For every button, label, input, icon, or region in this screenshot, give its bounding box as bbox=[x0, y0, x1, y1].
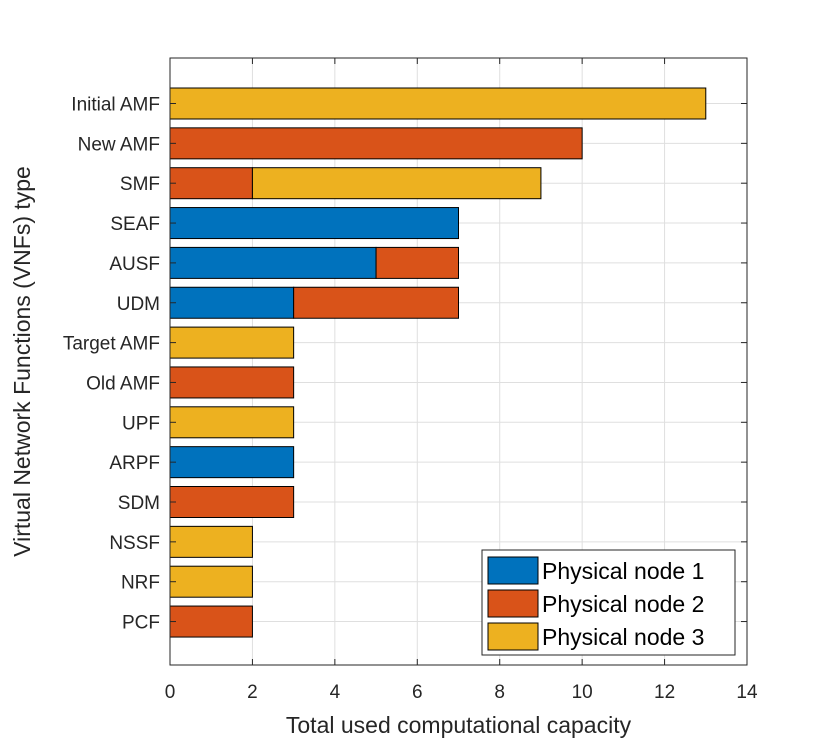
x-tick-label: 14 bbox=[736, 682, 758, 703]
y-tick-label: PCF bbox=[122, 613, 160, 634]
x-tick-label: 6 bbox=[412, 682, 423, 703]
y-tick-label: NRF bbox=[121, 573, 160, 594]
bar-segment bbox=[169, 486, 295, 518]
legend-swatch bbox=[487, 556, 539, 585]
x-tick-label: 4 bbox=[330, 682, 341, 703]
y-tick-label: NSSF bbox=[109, 533, 160, 554]
legend: Physical node 1 Physical node 2 Physical n… bbox=[481, 549, 736, 656]
y-tick-label: ARPF bbox=[109, 453, 160, 474]
bar-segment bbox=[169, 406, 295, 439]
legend-label: Physical node 3 bbox=[542, 624, 704, 650]
y-tick-label: UPF bbox=[122, 413, 160, 434]
bar-segment bbox=[293, 286, 459, 319]
bar-segment bbox=[169, 565, 253, 598]
bar-segment bbox=[169, 87, 707, 120]
bar-segment bbox=[169, 326, 295, 359]
y-tick-label: Initial AMF bbox=[71, 95, 160, 116]
bar-segment bbox=[169, 207, 459, 240]
x-tick-label: 2 bbox=[247, 682, 258, 703]
y-tick-label: SEAF bbox=[110, 214, 160, 235]
y-tick-label: UDM bbox=[117, 294, 160, 315]
legend-swatch bbox=[487, 622, 539, 651]
x-tick-label: 8 bbox=[494, 682, 505, 703]
bars bbox=[169, 87, 707, 638]
x-tick-label: 12 bbox=[654, 682, 675, 703]
bar-segment bbox=[375, 246, 460, 279]
bar-segment bbox=[169, 525, 253, 558]
legend-label: Physical node 2 bbox=[542, 591, 704, 617]
legend-label: Physical node 1 bbox=[542, 558, 704, 584]
bar-segment bbox=[169, 286, 295, 319]
bar-segment bbox=[169, 446, 295, 479]
bar-segment bbox=[169, 127, 583, 160]
axes bbox=[169, 57, 748, 666]
bar-segment bbox=[169, 246, 377, 279]
y-tick-label: Old AMF bbox=[86, 373, 160, 394]
x-tick-label: 10 bbox=[572, 682, 593, 703]
bar-segment bbox=[169, 167, 253, 200]
y-tick-label: New AMF bbox=[78, 134, 160, 155]
bar-segment bbox=[251, 167, 542, 200]
y-tick-label: SMF bbox=[120, 174, 160, 195]
legend-swatch bbox=[487, 589, 539, 618]
bar-segment bbox=[169, 605, 253, 638]
y-tick-label: AUSF bbox=[109, 254, 160, 275]
x-tick-label: 0 bbox=[165, 682, 176, 703]
plot-frame bbox=[169, 57, 748, 666]
y-tick-label: Target AMF bbox=[63, 334, 160, 355]
bar-segment bbox=[169, 366, 295, 399]
y-tick-label: SDM bbox=[118, 493, 160, 514]
x-axis-label: Total used computational capacity bbox=[286, 712, 632, 738]
y-axis-label: Virtual Network Functions (VNFs) type bbox=[9, 166, 35, 557]
tick-labels: 0 2 4 6 8 10 12 14 Initial AMF New AMF SMF SEAF AUSF… bbox=[63, 95, 758, 704]
